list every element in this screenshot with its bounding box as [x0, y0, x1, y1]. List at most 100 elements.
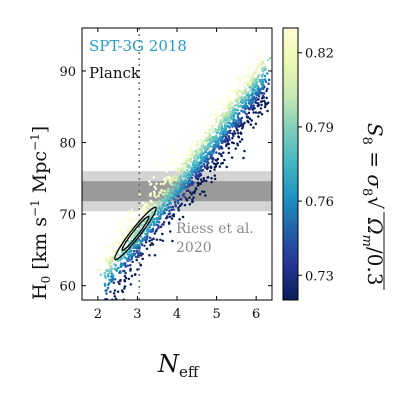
- scatter-point: [130, 274, 134, 278]
- scatter-point: [259, 100, 263, 103]
- scatter-point: [206, 140, 210, 143]
- scatter-point: [179, 197, 183, 201]
- scatter-point: [249, 83, 252, 86]
- scatter-point: [236, 112, 240, 116]
- scatter-point: [236, 132, 240, 135]
- scatter-point: [105, 269, 108, 272]
- planck-contour-inner: [121, 215, 150, 252]
- scatter-point: [252, 126, 255, 129]
- scatter-point: [128, 258, 132, 262]
- scatter-point: [173, 148, 176, 151]
- scatter-point: [167, 196, 170, 200]
- scatter-point: [209, 155, 212, 158]
- scatter-point: [162, 220, 166, 224]
- scatter-point: [136, 251, 140, 255]
- scatter-point: [180, 190, 183, 193]
- scatter-point: [219, 145, 223, 148]
- scatter-point: [149, 212, 153, 216]
- scatter-point: [233, 104, 237, 107]
- scatter-point: [199, 172, 202, 175]
- scatter-point: [256, 84, 259, 88]
- scatter-point: [122, 216, 125, 220]
- scatter-point: [169, 197, 172, 200]
- scatter-point: [117, 280, 120, 284]
- scatter-point: [183, 180, 187, 183]
- scatter-point: [203, 151, 206, 154]
- scatter-point: [120, 289, 124, 292]
- scatter-point: [145, 230, 149, 233]
- scatter-point: [169, 194, 173, 197]
- scatter-point: [148, 180, 151, 184]
- scatter-point: [193, 155, 197, 159]
- scatter-point: [230, 156, 234, 159]
- scatter-point: [197, 170, 201, 174]
- scatter-point: [232, 119, 235, 123]
- scatter-point: [188, 180, 191, 184]
- scatter-point: [152, 237, 155, 241]
- scatter-point: [199, 182, 202, 186]
- scatter-point: [246, 84, 250, 87]
- scatter-point: [256, 104, 260, 108]
- scatter-point: [260, 112, 264, 116]
- scatter-point: [157, 226, 160, 230]
- scatter-point: [226, 98, 230, 102]
- scatter-point: [254, 88, 258, 92]
- scatter-point: [253, 107, 256, 110]
- scatter-point: [104, 289, 107, 292]
- scatter-point: [239, 119, 243, 123]
- scatter-point: [191, 154, 194, 158]
- scatter-point: [252, 83, 255, 86]
- scatter-point: [260, 68, 263, 72]
- scatter-point: [225, 165, 228, 169]
- scatter-point: [214, 109, 218, 112]
- scatter-point: [149, 194, 152, 197]
- scatter-point: [112, 250, 115, 253]
- scatter-point: [232, 134, 235, 138]
- scatter-point: [171, 150, 174, 154]
- scatter-point: [215, 163, 218, 166]
- scatter-point: [200, 146, 203, 149]
- scatter-point: [229, 90, 232, 94]
- scatter-point: [184, 175, 188, 179]
- scatter-point: [129, 283, 133, 286]
- scatter-point: [127, 210, 130, 213]
- scatter-point: [151, 210, 155, 214]
- scatter-point: [103, 301, 106, 304]
- scatter-point: [206, 145, 210, 149]
- scatter-point: [148, 236, 152, 240]
- scatter-point: [210, 177, 213, 180]
- scatter-point: [209, 166, 213, 169]
- scatter-point: [231, 106, 235, 110]
- scatter-point: [103, 282, 107, 286]
- scatter-point: [202, 135, 206, 138]
- scatter-point: [190, 176, 194, 180]
- scatter-point: [253, 97, 257, 101]
- scatter-point: [249, 123, 253, 126]
- scatter-point: [202, 176, 206, 180]
- scatter-point: [193, 189, 197, 193]
- scatter-point: [131, 260, 134, 264]
- scatter-point: [250, 99, 253, 103]
- scatter-point: [237, 102, 240, 105]
- scatter-point: [256, 79, 259, 82]
- scatter-point: [223, 158, 226, 162]
- scatter-point: [242, 96, 245, 99]
- scatter-point: [128, 307, 131, 310]
- scatter-point: [185, 148, 188, 151]
- scatter-point: [131, 246, 135, 250]
- scatter-point: [130, 226, 133, 229]
- scatter-point: [190, 141, 194, 145]
- scatter-point: [106, 286, 110, 290]
- colorbar-tick-label: 0.76: [305, 195, 334, 210]
- scatter-point: [119, 271, 122, 274]
- scatter-point: [133, 244, 137, 247]
- scatter-point: [149, 192, 153, 195]
- scatter-point: [236, 114, 240, 118]
- scatter-point: [201, 164, 204, 168]
- x-tick-label: 2: [94, 307, 102, 322]
- scatter-point: [234, 88, 237, 91]
- colorbar-ticks: 0.73 0.76 0.79 0.82: [298, 47, 334, 284]
- scatter-point: [204, 154, 208, 157]
- scatter-point: [228, 138, 231, 142]
- scatter-point: [205, 161, 209, 164]
